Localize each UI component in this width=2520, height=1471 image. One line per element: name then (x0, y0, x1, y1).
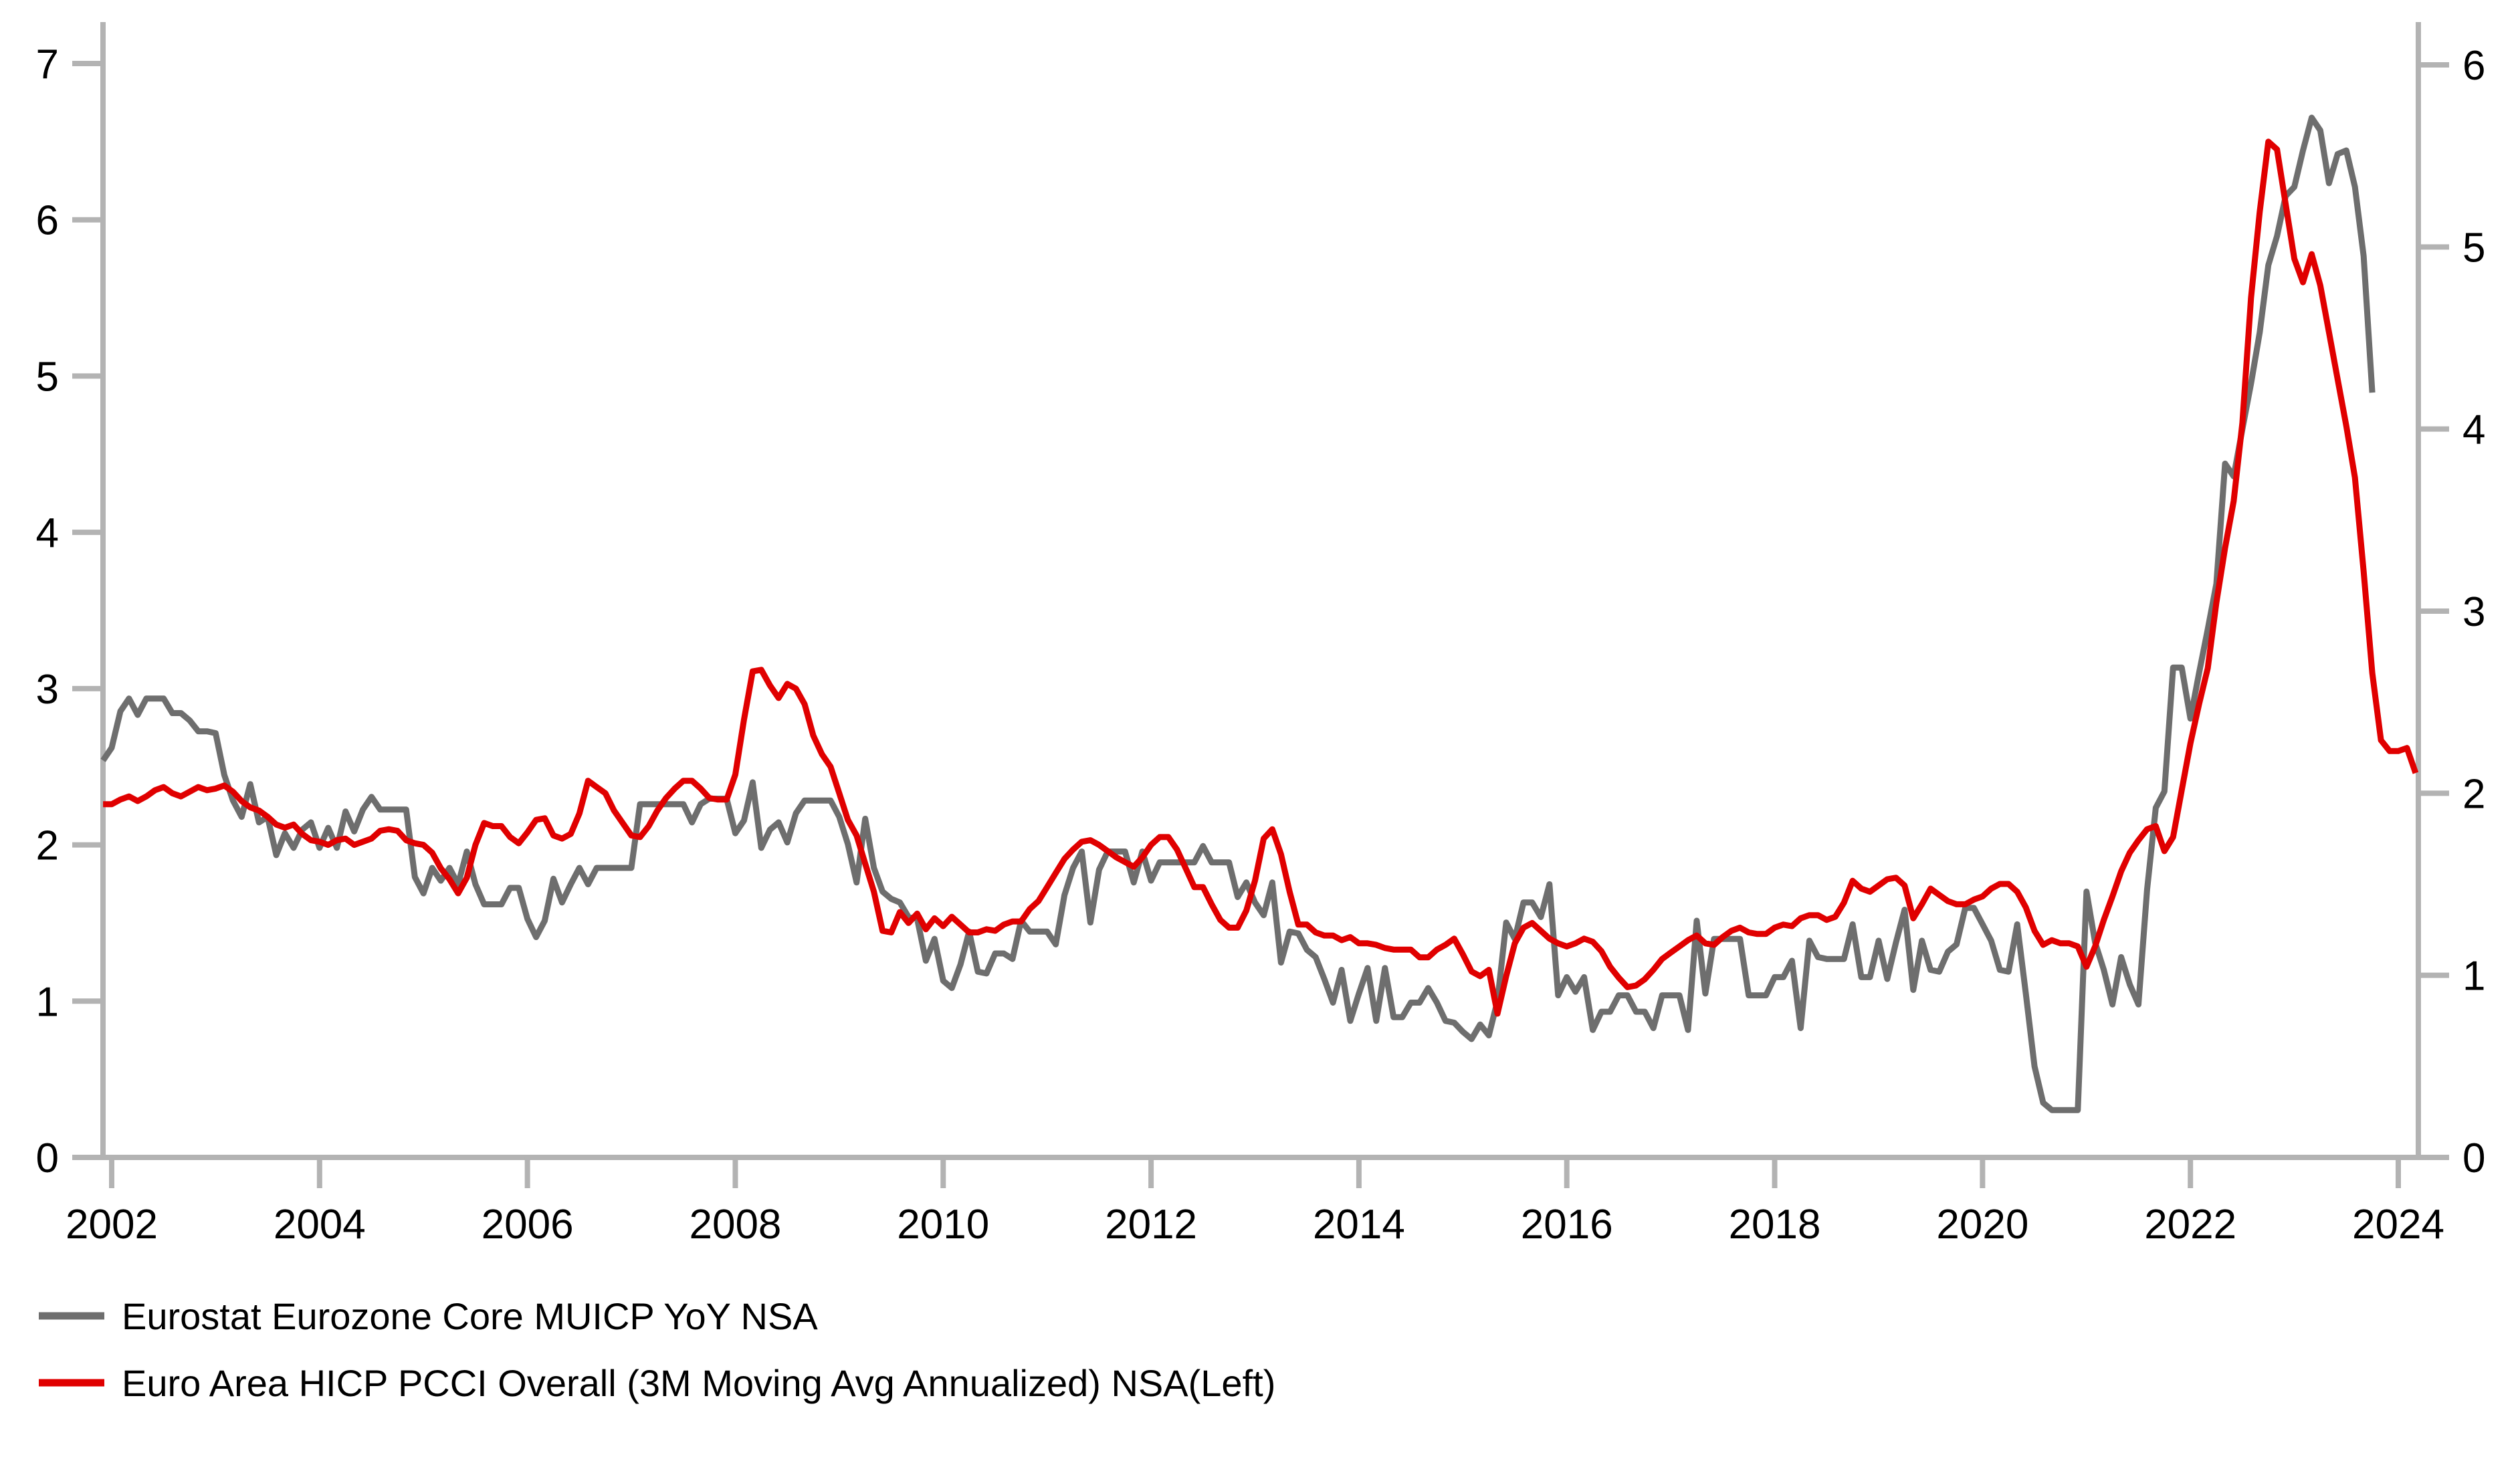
left-axis-tick-label: 5 (36, 354, 59, 400)
x-axis-tick-label: 2004 (274, 1202, 366, 1248)
left-axis-tick-label: 2 (36, 823, 59, 869)
left-axis-tick-label: 3 (36, 667, 59, 713)
x-axis-tick-label: 2022 (2144, 1202, 2236, 1248)
right-axis-tick-label: 2 (2462, 771, 2485, 817)
series-pcci-line (103, 138, 2419, 1017)
right-axis-tick-label: 5 (2462, 225, 2485, 271)
right-axis-tick-label: 3 (2462, 589, 2485, 635)
x-axis-tick-label: 2006 (482, 1202, 574, 1248)
x-axis-tick-label: 2014 (1313, 1202, 1405, 1248)
x-axis-ticks: 2002 2004 2006 2008 2010 2012 2014 2016 2018 2020… (66, 1157, 2444, 1248)
x-axis-tick-label: 2024 (2352, 1202, 2444, 1248)
x-axis-tick-label: 2010 (897, 1202, 989, 1248)
right-axis-tick-label: 4 (2462, 407, 2485, 453)
x-axis-tick-label: 2016 (1521, 1202, 1613, 1248)
x-axis-tick-label: 2002 (66, 1202, 158, 1248)
legend-label-pcci: Euro Area HICP PCCI Overall (3M Moving A… (122, 1362, 1275, 1404)
series-core-muicp-line (100, 114, 2376, 1113)
left-axis-ticks: 0 1 2 3 4 5 6 7 (36, 41, 103, 1181)
left-axis-tick-label: 1 (36, 979, 59, 1025)
left-axis-tick-label: 4 (36, 510, 59, 556)
left-axis-tick-label: 7 (36, 41, 59, 88)
x-axis-tick-label: 2020 (1936, 1202, 2028, 1248)
right-axis-ticks: 0 1 2 3 4 5 6 (2418, 43, 2485, 1181)
left-axis-tick-label: 0 (36, 1135, 59, 1181)
x-axis-tick-label: 2018 (1729, 1202, 1821, 1248)
right-axis-tick-label: 0 (2462, 1135, 2485, 1181)
x-axis-tick-label: 2008 (689, 1202, 781, 1248)
left-axis-tick-label: 6 (36, 198, 59, 244)
legend: Eurostat Eurozone Core MUICP YoY NSA Eur… (39, 1295, 1275, 1404)
legend-label-core-muicp: Eurostat Eurozone Core MUICP YoY NSA (122, 1295, 818, 1337)
x-axis-tick-label: 2012 (1105, 1202, 1197, 1248)
right-axis-tick-label: 1 (2462, 953, 2485, 1000)
right-axis-tick-label: 6 (2462, 43, 2485, 89)
